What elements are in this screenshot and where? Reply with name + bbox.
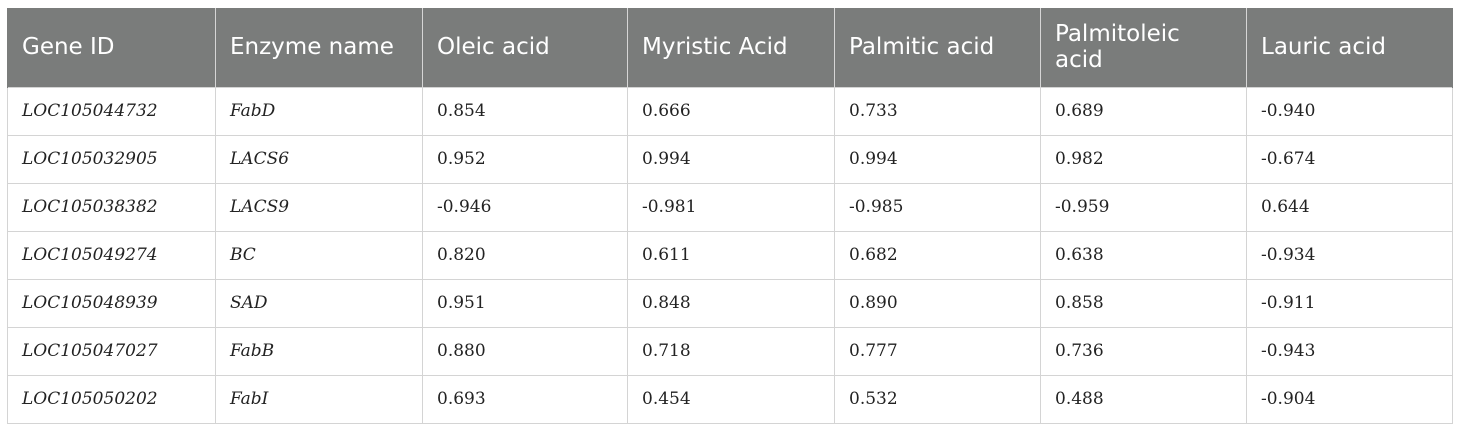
cell-palmitoleic-acid: 0.982 [1040,134,1247,184]
cell-palmitoleic-acid: -0.959 [1040,182,1247,232]
cell-palmitic-acid: 0.994 [834,134,1041,184]
cell-myristic-acid: -0.981 [627,182,835,232]
cell-myristic-acid: 0.994 [627,134,835,184]
header-enzyme-name: Enzyme name [215,8,423,87]
cell-lauric-acid: -0.943 [1246,326,1453,376]
cell-lauric-acid: -0.940 [1246,86,1453,136]
cell-gene-id: LOC105038382 [7,182,216,232]
table-row: LOC105044732 FabD 0.854 0.666 0.733 0.68… [7,86,1453,136]
cell-oleic-acid: -0.946 [422,182,628,232]
correlation-table-container: Gene ID Enzyme name Oleic acid Myristic … [7,8,1453,424]
cell-enzyme-name: FabD [215,86,423,136]
cell-palmitic-acid: 0.890 [834,278,1041,328]
cell-lauric-acid: -0.934 [1246,230,1453,280]
cell-gene-id: LOC105049274 [7,230,216,280]
cell-myristic-acid: 0.611 [627,230,835,280]
table-row: LOC105038382 LACS9 -0.946 -0.981 -0.985 … [7,182,1453,232]
cell-palmitic-acid: 0.532 [834,374,1041,424]
header-row: Gene ID Enzyme name Oleic acid Myristic … [7,8,1453,87]
header-oleic-acid: Oleic acid [422,8,628,87]
cell-palmitic-acid: 0.777 [834,326,1041,376]
cell-oleic-acid: 0.693 [422,374,628,424]
cell-oleic-acid: 0.952 [422,134,628,184]
cell-enzyme-name: LACS6 [215,134,423,184]
cell-oleic-acid: 0.951 [422,278,628,328]
cell-lauric-acid: 0.644 [1246,182,1453,232]
cell-gene-id: LOC105044732 [7,86,216,136]
cell-oleic-acid: 0.880 [422,326,628,376]
cell-enzyme-name: FabB [215,326,423,376]
cell-palmitic-acid: -0.985 [834,182,1041,232]
table-row: LOC105047027 FabB 0.880 0.718 0.777 0.73… [7,326,1453,376]
table-row: LOC105049274 BC 0.820 0.611 0.682 0.638 … [7,230,1453,280]
cell-oleic-acid: 0.854 [422,86,628,136]
cell-oleic-acid: 0.820 [422,230,628,280]
table-body: LOC105044732 FabD 0.854 0.666 0.733 0.68… [7,86,1453,424]
cell-enzyme-name: SAD [215,278,423,328]
cell-palmitoleic-acid: 0.689 [1040,86,1247,136]
header-palmitic-acid: Palmitic acid [834,8,1041,87]
cell-palmitoleic-acid: 0.736 [1040,326,1247,376]
cell-myristic-acid: 0.666 [627,86,835,136]
header-gene-id: Gene ID [7,8,216,87]
cell-gene-id: LOC105048939 [7,278,216,328]
header-palmitoleic-acid: Palmitoleic acid [1040,8,1247,87]
cell-myristic-acid: 0.718 [627,326,835,376]
table-row: LOC105032905 LACS6 0.952 0.994 0.994 0.9… [7,134,1453,184]
cell-lauric-acid: -0.674 [1246,134,1453,184]
table-row: LOC105048939 SAD 0.951 0.848 0.890 0.858… [7,278,1453,328]
cell-enzyme-name: LACS9 [215,182,423,232]
cell-enzyme-name: BC [215,230,423,280]
cell-myristic-acid: 0.454 [627,374,835,424]
table-header: Gene ID Enzyme name Oleic acid Myristic … [7,8,1453,87]
cell-gene-id: LOC105047027 [7,326,216,376]
cell-enzyme-name: FabI [215,374,423,424]
cell-myristic-acid: 0.848 [627,278,835,328]
cell-palmitic-acid: 0.682 [834,230,1041,280]
header-lauric-acid: Lauric acid [1246,8,1453,87]
cell-palmitoleic-acid: 0.638 [1040,230,1247,280]
cell-palmitoleic-acid: 0.488 [1040,374,1247,424]
cell-gene-id: LOC105050202 [7,374,216,424]
header-myristic-acid: Myristic Acid [627,8,835,87]
cell-lauric-acid: -0.904 [1246,374,1453,424]
cell-palmitic-acid: 0.733 [834,86,1041,136]
cell-gene-id: LOC105032905 [7,134,216,184]
cell-lauric-acid: -0.911 [1246,278,1453,328]
table-row: LOC105050202 FabI 0.693 0.454 0.532 0.48… [7,374,1453,424]
correlation-table: Gene ID Enzyme name Oleic acid Myristic … [7,8,1453,424]
cell-palmitoleic-acid: 0.858 [1040,278,1247,328]
